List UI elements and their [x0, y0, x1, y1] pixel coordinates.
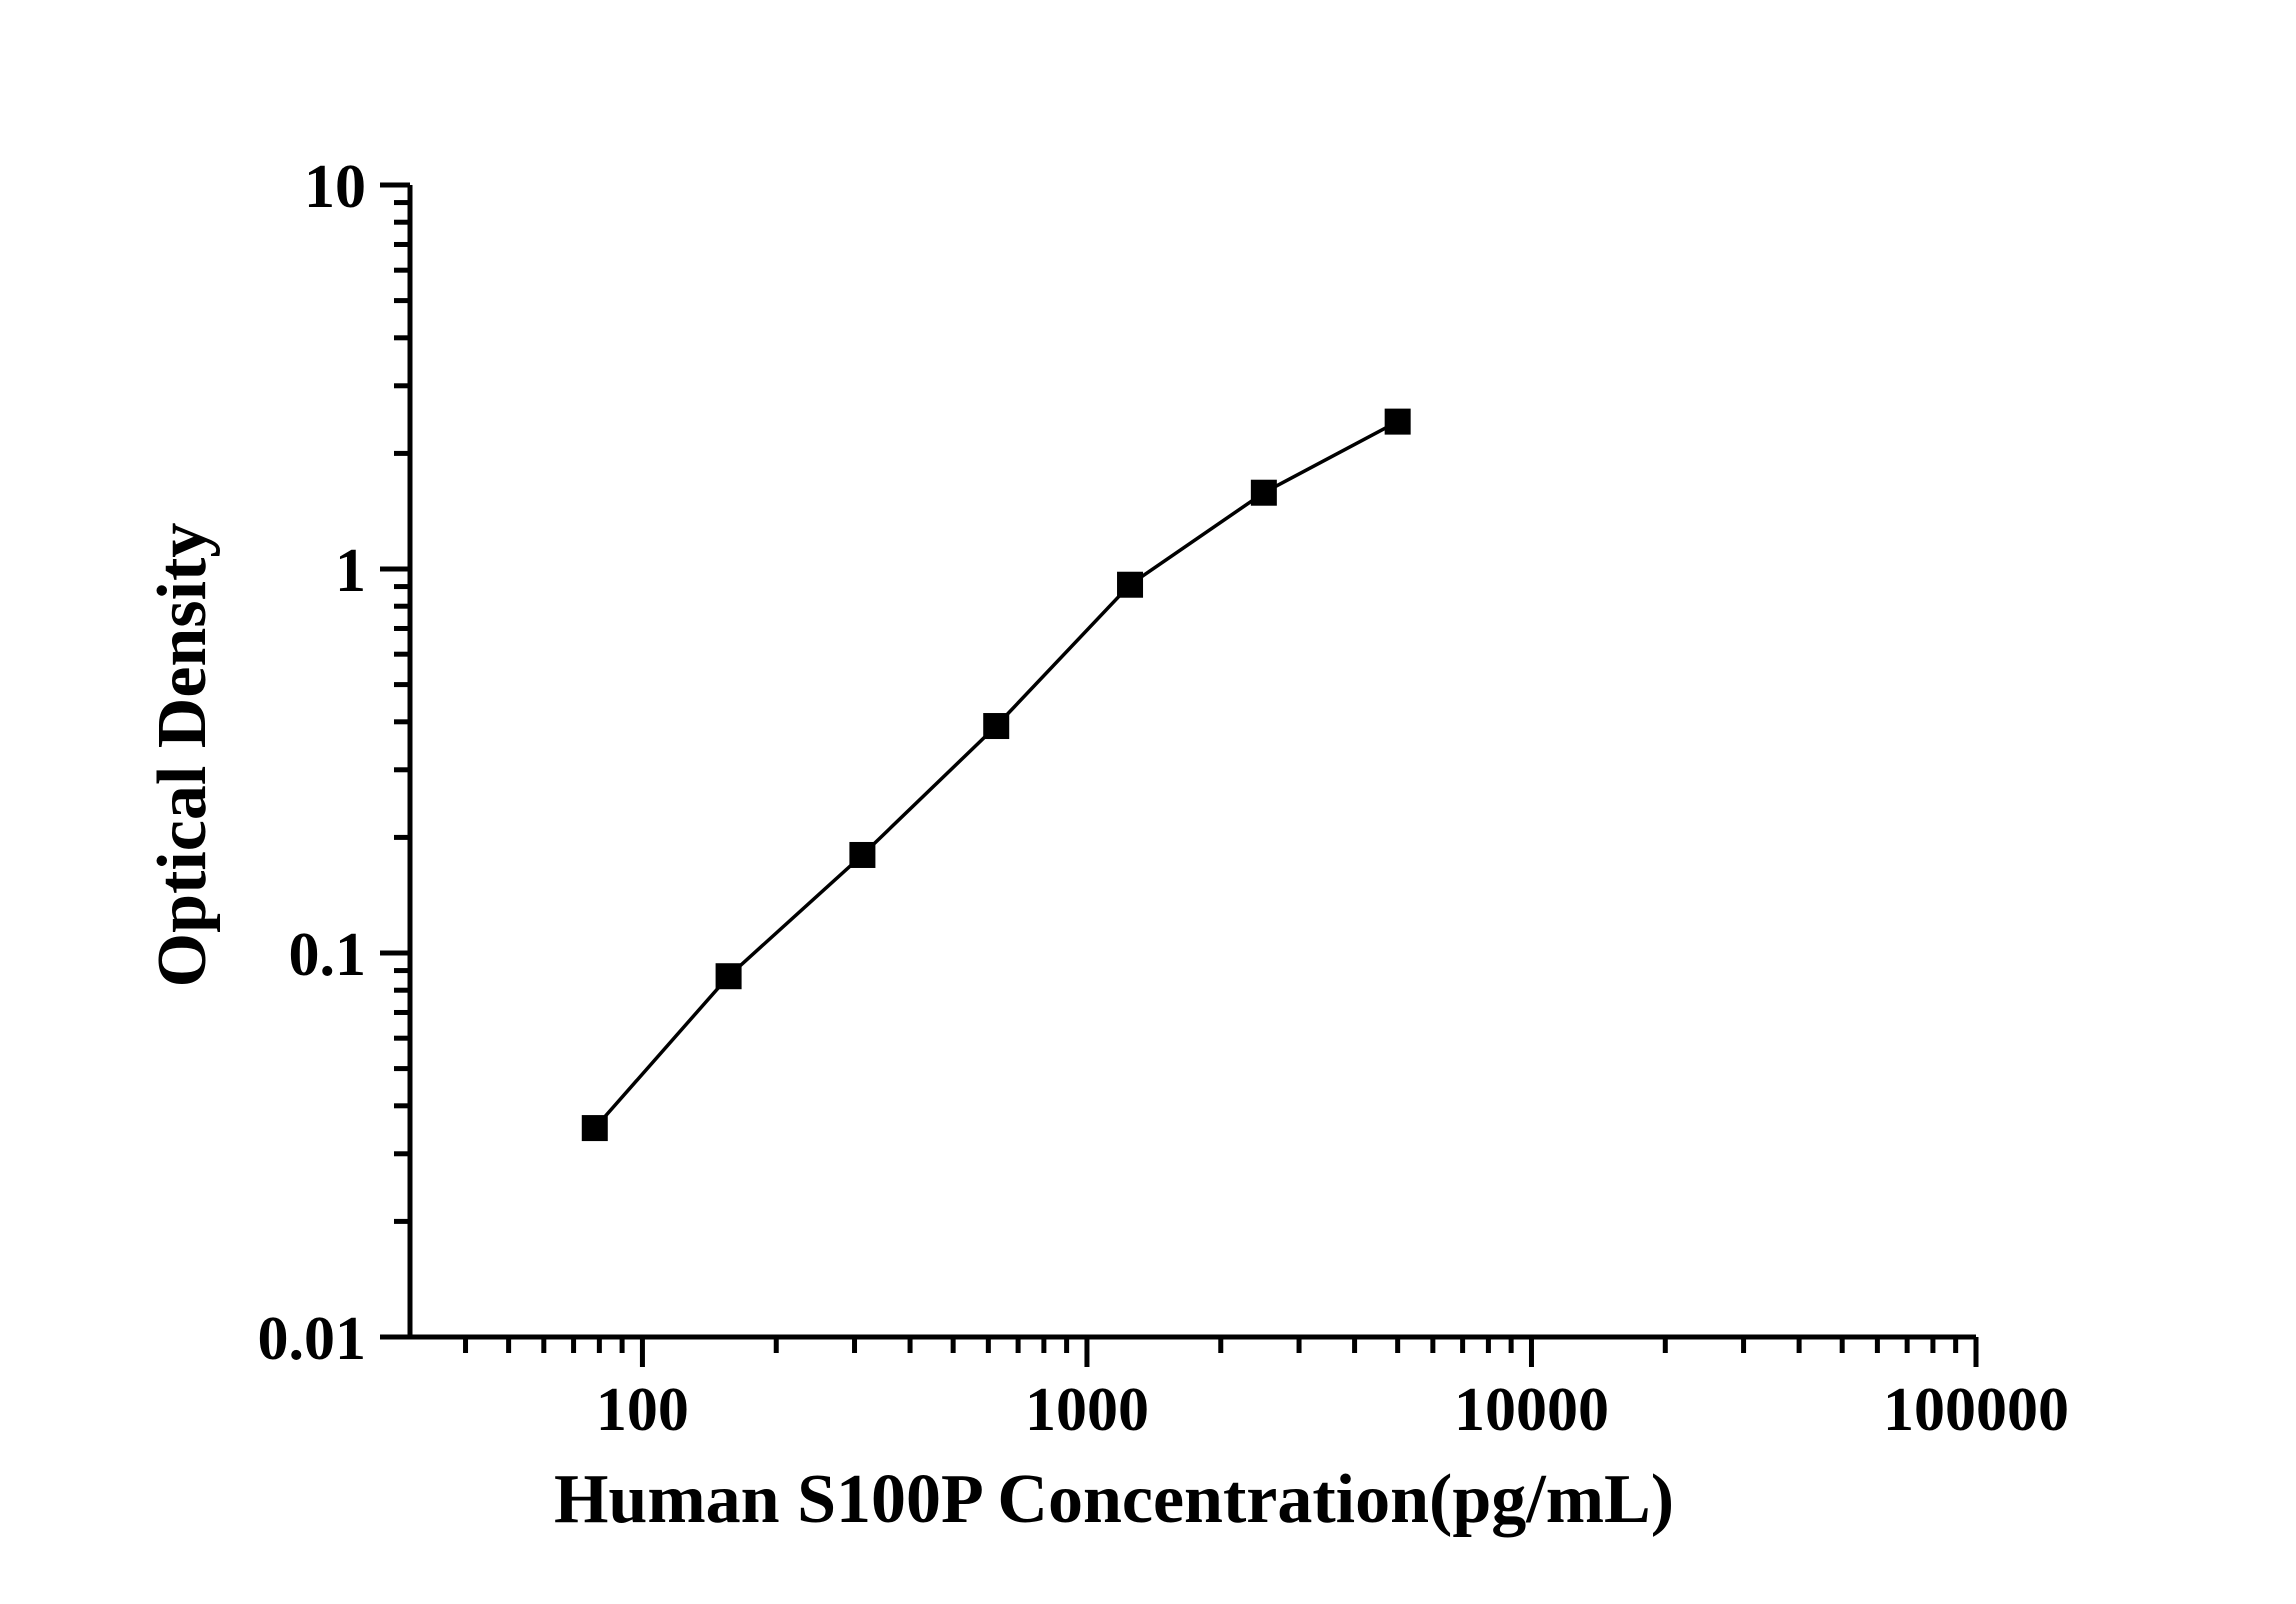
data-point-marker [849, 841, 876, 868]
x-tick-label: 100 [596, 1376, 689, 1444]
y-tick-label: 10 [304, 153, 366, 221]
x-axis-tick-labels: 100 1000 10000 100000 [596, 1376, 2069, 1444]
data-point-marker [1117, 571, 1144, 598]
data-point-marker [983, 713, 1010, 740]
data-point-marker [1250, 479, 1277, 506]
x-axis-title: Human S100P Concentration(pg/mL) [554, 1461, 1674, 1538]
data-point-marker [581, 1115, 608, 1142]
data-point-marker [1384, 408, 1411, 435]
y-tick-label: 1 [335, 537, 366, 605]
x-axis-ticks [463, 1337, 1979, 1367]
x-tick-label: 100000 [1883, 1376, 2069, 1444]
x-tick-label: 10000 [1454, 1376, 1609, 1444]
y-axis-ticks [380, 182, 410, 1340]
data-point-marker [715, 963, 742, 990]
x-tick-label: 1000 [1025, 1376, 1149, 1444]
y-tick-label: 0.01 [258, 1305, 367, 1373]
y-axis-tick-labels: 0.01 0.1 1 10 [258, 153, 367, 1373]
y-tick-label: 0.1 [289, 921, 367, 989]
y-axis-title: Optical Density [144, 523, 221, 988]
standard-curve-line [593, 420, 1399, 1130]
data-point-markers [581, 408, 1411, 1142]
